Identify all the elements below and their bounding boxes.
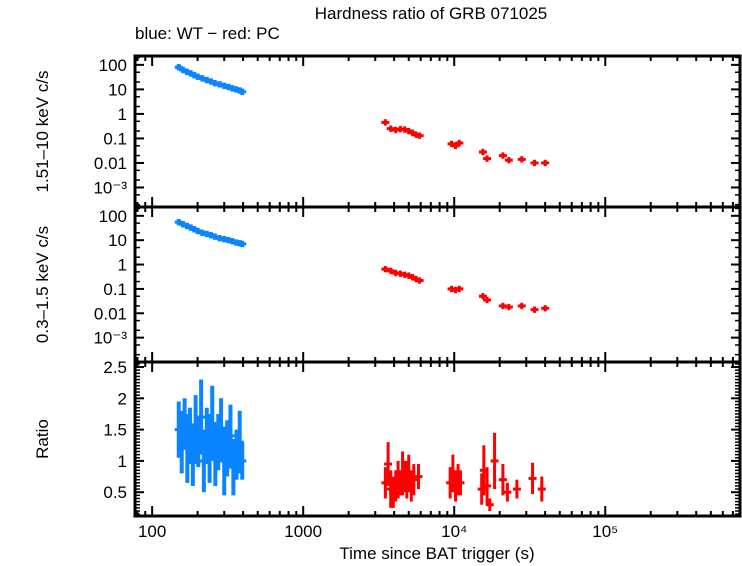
data-point-pc — [504, 156, 513, 164]
y-tick-label: 2 — [118, 389, 127, 408]
y-axis-label-hard-band: 1.51–10 keV c/s — [33, 71, 52, 193]
data-point-pc — [517, 156, 526, 163]
data-point-pc — [504, 303, 513, 311]
y-axis-label-ratio: Ratio — [33, 419, 52, 459]
y-tick-label: 1.5 — [103, 421, 127, 440]
y-axis-label-soft-band: 0.3–1.5 keV c/s — [33, 226, 52, 343]
y-tick-label: 0.1 — [103, 129, 127, 148]
data-point-wt — [193, 227, 202, 235]
data-point-pc — [485, 498, 494, 511]
data-point-wt — [238, 442, 247, 480]
y-tick-label: 1 — [118, 105, 127, 124]
chart-subtitle: blue: WT − red: PC — [135, 24, 280, 43]
data-point-pc — [490, 432, 499, 490]
data-point-pc — [498, 152, 507, 159]
y-tick-label: 0.01 — [94, 154, 127, 173]
y-tick-label: 100 — [99, 56, 127, 75]
y-tick-label: 0.1 — [103, 280, 127, 299]
data-point-pc — [541, 305, 550, 312]
chart-title: Hardness ratio of GRB 071025 — [314, 4, 548, 23]
y-tick-label: 10⁻³ — [93, 329, 127, 348]
data-point-pc — [381, 265, 390, 273]
y-tick-label: 0.01 — [94, 304, 127, 323]
data-point-pc — [455, 285, 464, 293]
data-point-pc — [456, 470, 465, 496]
data-point-pc — [415, 132, 424, 139]
data-point-pc — [409, 464, 418, 496]
y-tick-label: 10 — [108, 231, 127, 250]
panel-frame-hard-band — [133, 54, 742, 209]
data-point-pc — [478, 148, 487, 156]
x-tick-label: 100 — [138, 522, 166, 541]
panel-frame-soft-band — [133, 205, 742, 364]
data-point-pc — [512, 479, 521, 499]
data-point-pc — [478, 293, 487, 300]
data-point-pc — [386, 267, 395, 275]
x-tick-label: 1000 — [284, 522, 322, 541]
data-point-pc — [384, 442, 393, 486]
data-point-wt — [226, 404, 235, 468]
x-tick-label: 10⁵ — [592, 522, 618, 541]
y-tick-label: 2.5 — [103, 358, 127, 377]
y-tick-label: 1 — [118, 256, 127, 275]
data-point-pc — [483, 296, 492, 304]
data-point-pc — [530, 159, 539, 167]
data-point-pc — [381, 119, 390, 126]
data-point-wt — [210, 233, 219, 240]
data-point-pc — [414, 464, 423, 490]
data-point-pc — [483, 155, 492, 162]
data-point-wt — [197, 379, 206, 455]
data-point-pc — [530, 306, 539, 313]
x-tick-label: 10⁴ — [441, 522, 467, 541]
data-point-pc — [483, 467, 492, 505]
data-point-pc — [541, 159, 550, 167]
data-point-pc — [537, 476, 546, 502]
data-point-pc — [517, 302, 526, 310]
y-tick-label: 10⁻³ — [93, 178, 127, 197]
data-point-pc — [503, 482, 512, 502]
y-tick-label: 100 — [99, 207, 127, 226]
data-point-pc — [498, 464, 507, 496]
y-tick-label: 0.5 — [103, 483, 127, 502]
y-tick-label: 10 — [108, 80, 127, 99]
data-point-wt — [238, 88, 247, 95]
data-point-pc — [415, 277, 424, 284]
data-point-wt — [238, 240, 247, 248]
data-point-pc — [455, 139, 464, 147]
data-point-wt — [193, 73, 202, 80]
data-point-pc — [528, 462, 537, 495]
y-tick-label: 1 — [118, 452, 127, 471]
x-axis-label: Time since BAT trigger (s) — [339, 544, 534, 563]
